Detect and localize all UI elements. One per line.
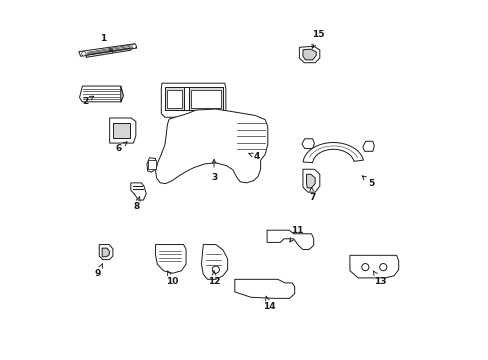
Text: 7: 7 [309,187,315,202]
Polygon shape [303,169,319,192]
Polygon shape [155,109,267,184]
Text: 13: 13 [373,271,386,285]
Text: 11: 11 [289,226,303,242]
Polygon shape [349,255,398,278]
Polygon shape [301,139,314,148]
Text: 5: 5 [362,176,374,188]
Polygon shape [303,49,316,60]
Polygon shape [161,83,225,117]
Text: 15: 15 [311,30,324,48]
Polygon shape [164,87,183,110]
Text: 10: 10 [165,271,178,285]
Circle shape [379,264,386,271]
Circle shape [132,44,136,48]
Text: 8: 8 [133,197,140,211]
Polygon shape [306,174,314,188]
Polygon shape [266,230,313,249]
Polygon shape [201,244,227,279]
Polygon shape [131,183,146,200]
Circle shape [361,264,368,271]
Polygon shape [299,46,319,63]
Polygon shape [303,143,363,163]
Polygon shape [109,118,136,143]
Polygon shape [113,123,129,138]
Text: 6: 6 [115,142,127,153]
Bar [166,90,182,108]
Circle shape [212,266,219,273]
Polygon shape [102,248,109,257]
Text: 1: 1 [100,34,112,52]
Text: 14: 14 [262,296,275,311]
Polygon shape [79,44,137,56]
Polygon shape [121,86,123,102]
Polygon shape [147,158,155,172]
Polygon shape [99,244,113,260]
Text: 2: 2 [81,96,94,105]
Text: 4: 4 [248,152,260,161]
Text: 3: 3 [210,159,217,182]
Bar [148,160,156,169]
Polygon shape [80,86,123,102]
Text: 9: 9 [94,264,102,278]
Bar [190,90,221,108]
Polygon shape [362,141,373,151]
Polygon shape [188,87,223,110]
Text: 12: 12 [207,271,220,285]
Circle shape [81,51,86,56]
Polygon shape [234,279,294,298]
Polygon shape [86,48,131,57]
Polygon shape [155,244,185,273]
